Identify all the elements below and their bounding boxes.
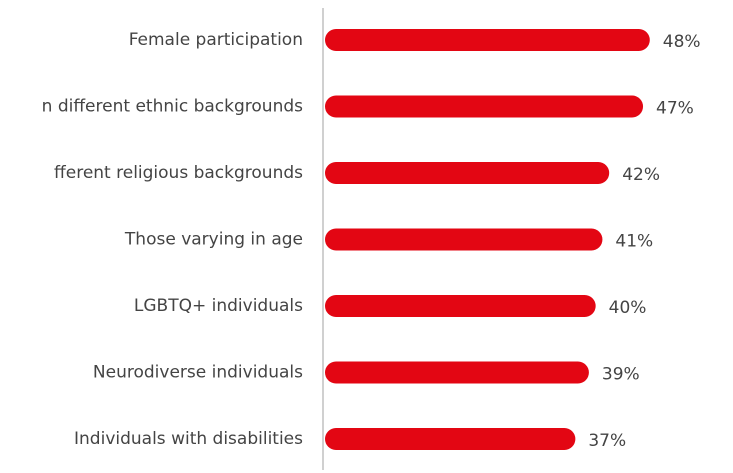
category-label: Those varying in age	[124, 230, 303, 250]
value-label: 47%	[656, 99, 694, 119]
bar	[325, 228, 603, 251]
bar	[325, 162, 610, 184]
bar	[325, 295, 596, 317]
category-label: Individuals with disabilities	[74, 429, 303, 449]
value-label: 42%	[622, 165, 660, 185]
value-label: 40%	[609, 298, 647, 318]
bar	[325, 95, 644, 118]
category-label: Female participation	[129, 30, 303, 50]
value-label: 41%	[615, 232, 653, 252]
value-label: 48%	[663, 32, 701, 52]
bar	[325, 29, 650, 51]
category-label: fferent religious backgrounds	[54, 163, 303, 183]
value-label: 39%	[602, 365, 640, 385]
category-label: Neurodiverse individuals	[93, 363, 303, 383]
category-label: LGBTQ+ individuals	[134, 296, 303, 316]
category-label: n different ethnic backgrounds	[42, 97, 303, 117]
value-label: 37%	[588, 431, 626, 451]
bar	[325, 428, 576, 450]
bar	[325, 361, 589, 384]
